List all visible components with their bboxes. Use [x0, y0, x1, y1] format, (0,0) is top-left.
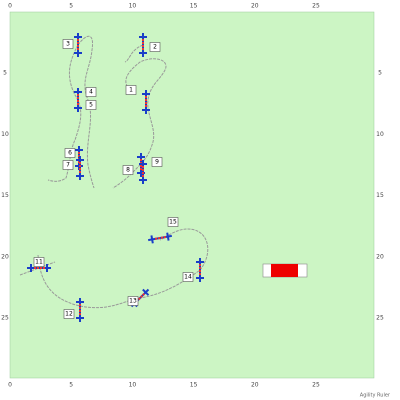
obstacle-number: 14: [184, 274, 192, 281]
number-box: [63, 309, 75, 319]
axis-label-right: 15: [376, 192, 384, 199]
jumps: [27, 33, 204, 322]
axis-label-left: 10: [1, 131, 9, 138]
axis-label-left: 20: [1, 253, 9, 260]
axis-label-bottom: 20: [251, 382, 259, 389]
axis-label-right: 5: [378, 70, 382, 77]
number-box: [122, 165, 134, 175]
obstacle-number: 5: [89, 102, 93, 109]
jump: [139, 160, 147, 184]
axis-label-left: 15: [1, 192, 9, 199]
obstacle-number: 4: [89, 89, 93, 96]
number-box: [125, 85, 137, 95]
axis-label-bottom: 10: [129, 382, 137, 389]
obstacle-number: 15: [169, 219, 177, 226]
footer: Agility Ruler: [360, 393, 391, 399]
number-box: [151, 157, 163, 167]
jump: [139, 33, 147, 57]
jump: [76, 298, 84, 322]
number-box: [182, 272, 194, 282]
obstacle-number: 11: [35, 259, 43, 266]
axis-label-bottom: 25: [312, 382, 320, 389]
obstacle-number: 1: [129, 87, 133, 94]
number-box: [64, 148, 76, 158]
jump: [148, 232, 172, 244]
obstacle-number: 8: [126, 167, 130, 174]
jump: [196, 258, 204, 282]
axis-label-bottom: 15: [190, 382, 198, 389]
obstacle-number: 6: [68, 150, 72, 157]
jump-wing: [142, 288, 150, 296]
obstacle-number: 13: [129, 298, 137, 305]
jump: [74, 88, 82, 112]
jump: [27, 264, 51, 272]
jump: [76, 156, 84, 180]
jump-wing: [166, 232, 170, 241]
axis-label-top: 25: [312, 3, 320, 10]
axis-label-bottom: 5: [69, 382, 73, 389]
number-box: [62, 39, 74, 49]
axis-label-top: 15: [190, 3, 198, 10]
jump: [142, 90, 150, 114]
obstacle-number: 7: [66, 162, 70, 169]
obstacle-number: 9: [155, 159, 159, 166]
jump-wing: [150, 235, 154, 244]
axis-label-top: 0: [8, 3, 12, 10]
tunnel: [271, 264, 298, 277]
axis-label-top: 5: [69, 3, 73, 10]
number-box: [149, 42, 161, 52]
number-box: [167, 217, 179, 227]
obstacle-number: 3: [66, 41, 70, 48]
axis-label-top: 20: [251, 3, 259, 10]
number-box: [33, 257, 45, 267]
axis-label-right: 10: [376, 131, 384, 138]
number-box: [62, 160, 74, 170]
axis-label-right: 20: [376, 253, 384, 260]
axis-label-right: 25: [376, 315, 384, 322]
obstacle-number: 2: [153, 44, 157, 51]
number-box: [85, 87, 97, 97]
jump: [74, 33, 82, 57]
axis-label-left: 25: [1, 315, 9, 322]
obstacle-number: 12: [65, 311, 73, 318]
axis-label-bottom: 0: [8, 382, 12, 389]
number-box: [127, 296, 139, 306]
number-box: [85, 100, 97, 110]
axis-label-left: 5: [3, 70, 7, 77]
field: [9, 11, 375, 379]
axis-label-top: 10: [129, 3, 137, 10]
